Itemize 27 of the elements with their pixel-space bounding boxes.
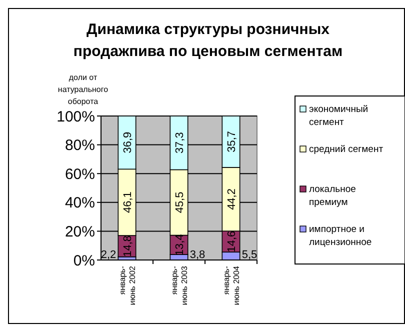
legend-label: средний сегмент — [309, 144, 384, 155]
data-label: 45,5 — [174, 192, 186, 214]
y-tick-label: 20% — [64, 223, 95, 240]
data-label: 14,6 — [226, 230, 238, 252]
data-label: 35,7 — [226, 130, 238, 152]
y-tick-label: 0% — [73, 252, 95, 270]
y-tick-label: 60% — [64, 166, 95, 183]
legend-label: экономичный сегмент — [309, 104, 368, 128]
y-tick-label: 100% — [56, 108, 95, 126]
data-label: 5,5 — [242, 249, 258, 261]
x-tick-label: январь-июнь 2004 — [222, 265, 241, 306]
y-axis-title: доли от натурального оборота — [58, 73, 109, 106]
data-label: 14,8 — [122, 235, 134, 257]
data-label: 3,8 — [190, 249, 206, 261]
data-label: 44,2 — [226, 188, 238, 210]
legend-label: импортное и лицензионное — [309, 224, 372, 248]
data-label: 37,3 — [174, 132, 186, 154]
y-tick-label: 80% — [64, 137, 95, 154]
chart-title: Динамика структуры розничных продажпива по ценовым сегментам — [73, 21, 343, 60]
legend-label: локальное премиум — [309, 184, 356, 208]
x-tick-label: январь-июнь 2002 — [118, 265, 137, 306]
data-label: 2,2 — [100, 249, 116, 261]
data-label: 36,9 — [122, 132, 134, 154]
data-label: 46,1 — [122, 192, 134, 214]
y-tick-label: 40% — [64, 194, 95, 212]
data-label: 13,4 — [174, 234, 186, 256]
x-tick-label: январь-июнь 2003 — [170, 265, 189, 306]
